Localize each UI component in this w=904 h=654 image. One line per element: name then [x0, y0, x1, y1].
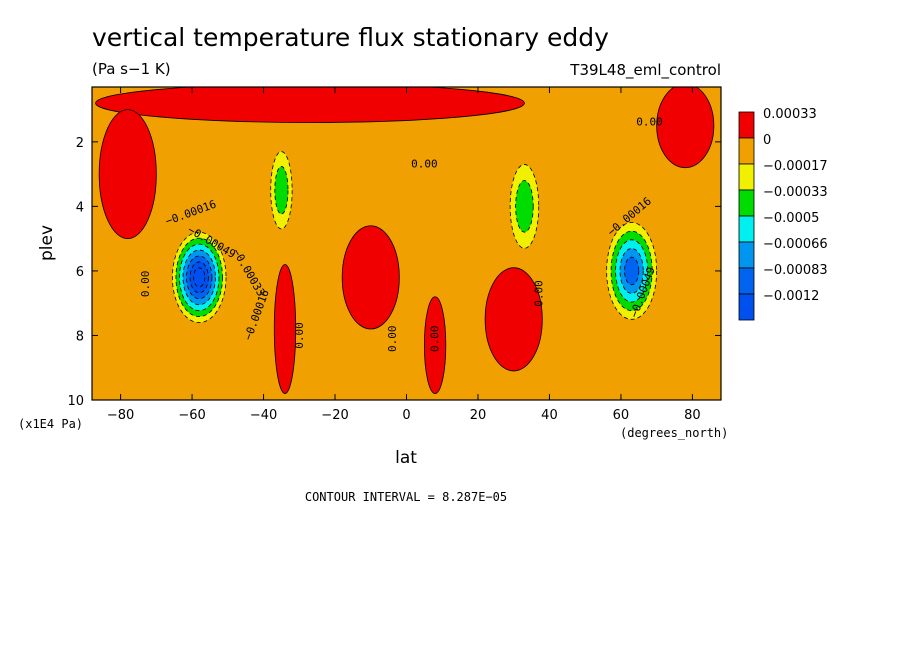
contour-label-4: 0.00 [139, 271, 152, 298]
contour-band-10-1 [515, 180, 534, 233]
contour-band-0-6 [193, 267, 206, 288]
y-tick-label: 4 [76, 200, 84, 215]
contour-label-8: 0.00 [429, 325, 442, 352]
legend-swatch [738, 137, 755, 165]
contour-interval-note: CONTOUR INTERVAL = 8.287E−05 [305, 490, 507, 504]
legend-swatch [738, 163, 755, 191]
legend-swatch [738, 293, 755, 321]
y-axis: 2 4 6 8 10 [67, 136, 721, 409]
color-legend: 0.00033 0 −0.00017 −0.00033 −0.0005 −0.00066 −… [738, 107, 828, 321]
legend-swatch [738, 189, 755, 217]
y-tick-label: 8 [76, 329, 84, 344]
plot-area: −0.00016−0.00049−0.00033−0.000160.000.00… [91, 86, 722, 401]
contour-band-6-0 [273, 264, 297, 394]
y-tick-label: 10 [67, 394, 84, 409]
legend-label: −0.00033 [763, 185, 828, 200]
legend-swatch [738, 241, 755, 269]
x-tick-label: −60 [178, 408, 205, 423]
y-tick-label: 2 [76, 136, 84, 151]
x-tick-label: −20 [321, 408, 348, 423]
contour-band-9-1 [274, 166, 289, 215]
x-tick-label: 20 [470, 408, 487, 423]
contour-band-4-0 [484, 267, 543, 372]
x-tick-label: 60 [613, 408, 630, 423]
y-tick-label: 6 [76, 265, 84, 280]
x-tick-label: −80 [107, 408, 134, 423]
contour-label-7: 0.00 [386, 325, 399, 352]
run-label: T39L48_eml_control [569, 61, 721, 80]
x-tick-label: 80 [684, 408, 701, 423]
x-tick-label: −40 [250, 408, 277, 423]
legend-label: −0.0005 [763, 211, 819, 226]
contour-band-8-0 [656, 87, 715, 169]
contour-field [95, 87, 715, 394]
x-axis-label: lat [395, 448, 417, 468]
contour-label-10: 0.00 [636, 116, 663, 129]
legend-swatch [738, 267, 755, 295]
contour-label-6: 0.00 [411, 158, 438, 171]
contour-label-9: 0.00 [532, 280, 545, 307]
legend-swatch [738, 111, 755, 139]
contour-band-5-0 [423, 296, 447, 394]
legend-label: 0.00033 [763, 107, 817, 122]
contour-label-5: 0.00 [293, 322, 306, 349]
legend-swatch [738, 215, 755, 243]
contour-band-3-0 [341, 225, 400, 330]
x-axis: −80 −60 −40 −20 0 20 40 60 80 [107, 87, 701, 423]
contour-band-2-0 [95, 87, 525, 123]
legend-label: −0.00083 [763, 263, 828, 278]
legend-label: 0 [763, 133, 771, 148]
legend-label: −0.00017 [763, 159, 828, 174]
contour-band-1-4 [624, 256, 640, 286]
y-axis-units: (x1E4 Pa) [18, 417, 83, 431]
x-tick-label: 40 [541, 408, 558, 423]
contour-band-7-0 [98, 109, 157, 240]
y-axis-label: plev [37, 225, 57, 261]
x-axis-units: (degrees_north) [620, 426, 728, 440]
chart-units: (Pa s−1 K) [92, 60, 171, 78]
x-tick-label: 0 [402, 408, 410, 423]
legend-label: −0.00066 [763, 237, 828, 252]
chart-title: vertical temperature flux stationary edd… [92, 23, 609, 52]
legend-label: −0.0012 [763, 289, 819, 304]
